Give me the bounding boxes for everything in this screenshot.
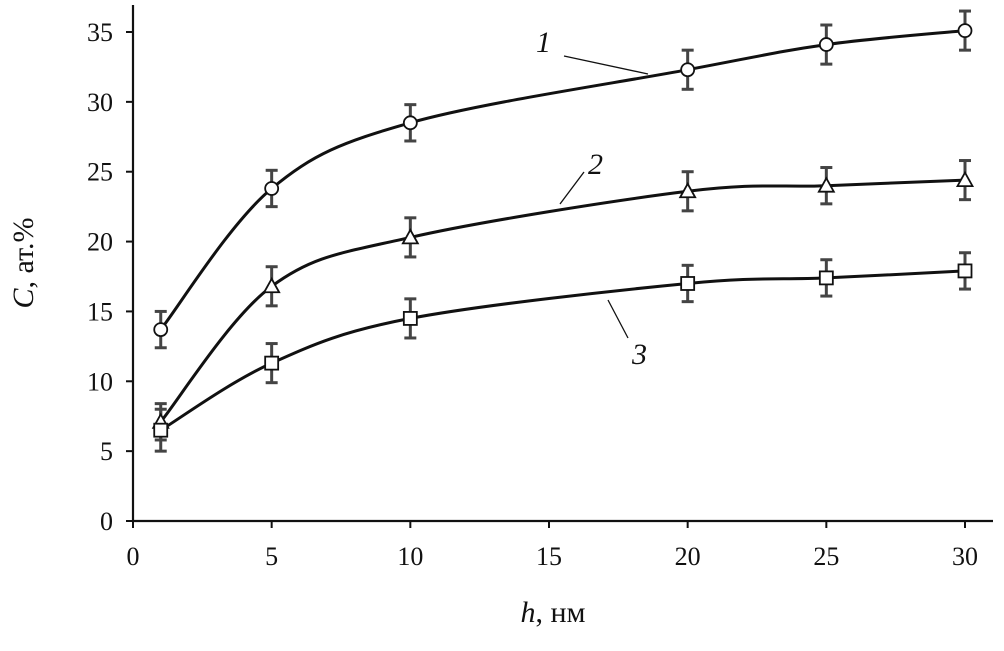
data-point-circle: [957, 23, 973, 39]
x-axis-title: h, нм: [520, 596, 585, 629]
series-leader-line: [559, 171, 585, 205]
series-labels: 1 2 3: [536, 26, 649, 371]
y-axis-unit: , ат.%: [7, 218, 40, 289]
y-tick-label: 35: [87, 18, 113, 47]
data-point-triangle: [401, 228, 420, 245]
data-point-triangle: [955, 170, 975, 187]
error-bars: [154, 9, 971, 453]
x-tick-label: 20: [675, 542, 701, 571]
x-tick-label: 10: [397, 542, 423, 571]
y-tick-label: 10: [87, 367, 113, 396]
y-axis-var: C: [7, 287, 40, 308]
x-tick-label: 0: [127, 542, 140, 571]
y-axis-title: C, ат.%: [7, 218, 40, 309]
data-point-circle: [680, 62, 696, 78]
x-tick-label: 30: [952, 542, 978, 571]
data-point-square: [818, 270, 834, 286]
data-point-triangle: [678, 181, 697, 199]
series-label: 3: [631, 338, 647, 371]
data-point-square: [957, 263, 973, 279]
series-markers: [151, 23, 975, 438]
y-tick-label: 30: [87, 88, 113, 117]
data-point-square: [402, 311, 418, 326]
series-line-3: [159, 269, 966, 432]
series-line-2: [159, 178, 966, 423]
x-axis-unit: , нм: [535, 596, 585, 629]
data-point-triangle: [262, 276, 281, 294]
x-ticks: 0 5 10 15 20 25 30: [127, 521, 978, 571]
data-point-circle: [818, 37, 834, 52]
y-tick-label: 5: [100, 437, 113, 466]
data-point-circle: [153, 322, 169, 337]
x-tick-label: 25: [813, 542, 839, 571]
series-leader-line: [563, 55, 649, 75]
data-point-circle: [264, 181, 280, 196]
y-tick-label: 15: [87, 297, 113, 326]
data-point-square: [264, 355, 280, 371]
data-point-square: [680, 276, 696, 291]
y-tick-label: 25: [87, 158, 113, 187]
y-tick-label: 20: [87, 228, 113, 257]
data-point-circle: [402, 115, 418, 131]
series-label: 2: [588, 148, 603, 181]
series-curves: [159, 29, 966, 432]
x-tick-label: 5: [265, 542, 278, 571]
y-tick-label: 0: [100, 507, 113, 536]
series-line-1: [159, 29, 966, 331]
y-ticks: 0 5 10 15 20 25 30 35: [87, 18, 133, 536]
data-point-square: [153, 422, 169, 438]
x-axis-var: h: [520, 596, 535, 629]
series-leader-line: [607, 299, 629, 339]
x-tick-label: 15: [536, 542, 562, 571]
axes: [131, 5, 993, 523]
data-point-triangle: [817, 176, 836, 193]
series-label: 1: [536, 26, 551, 59]
